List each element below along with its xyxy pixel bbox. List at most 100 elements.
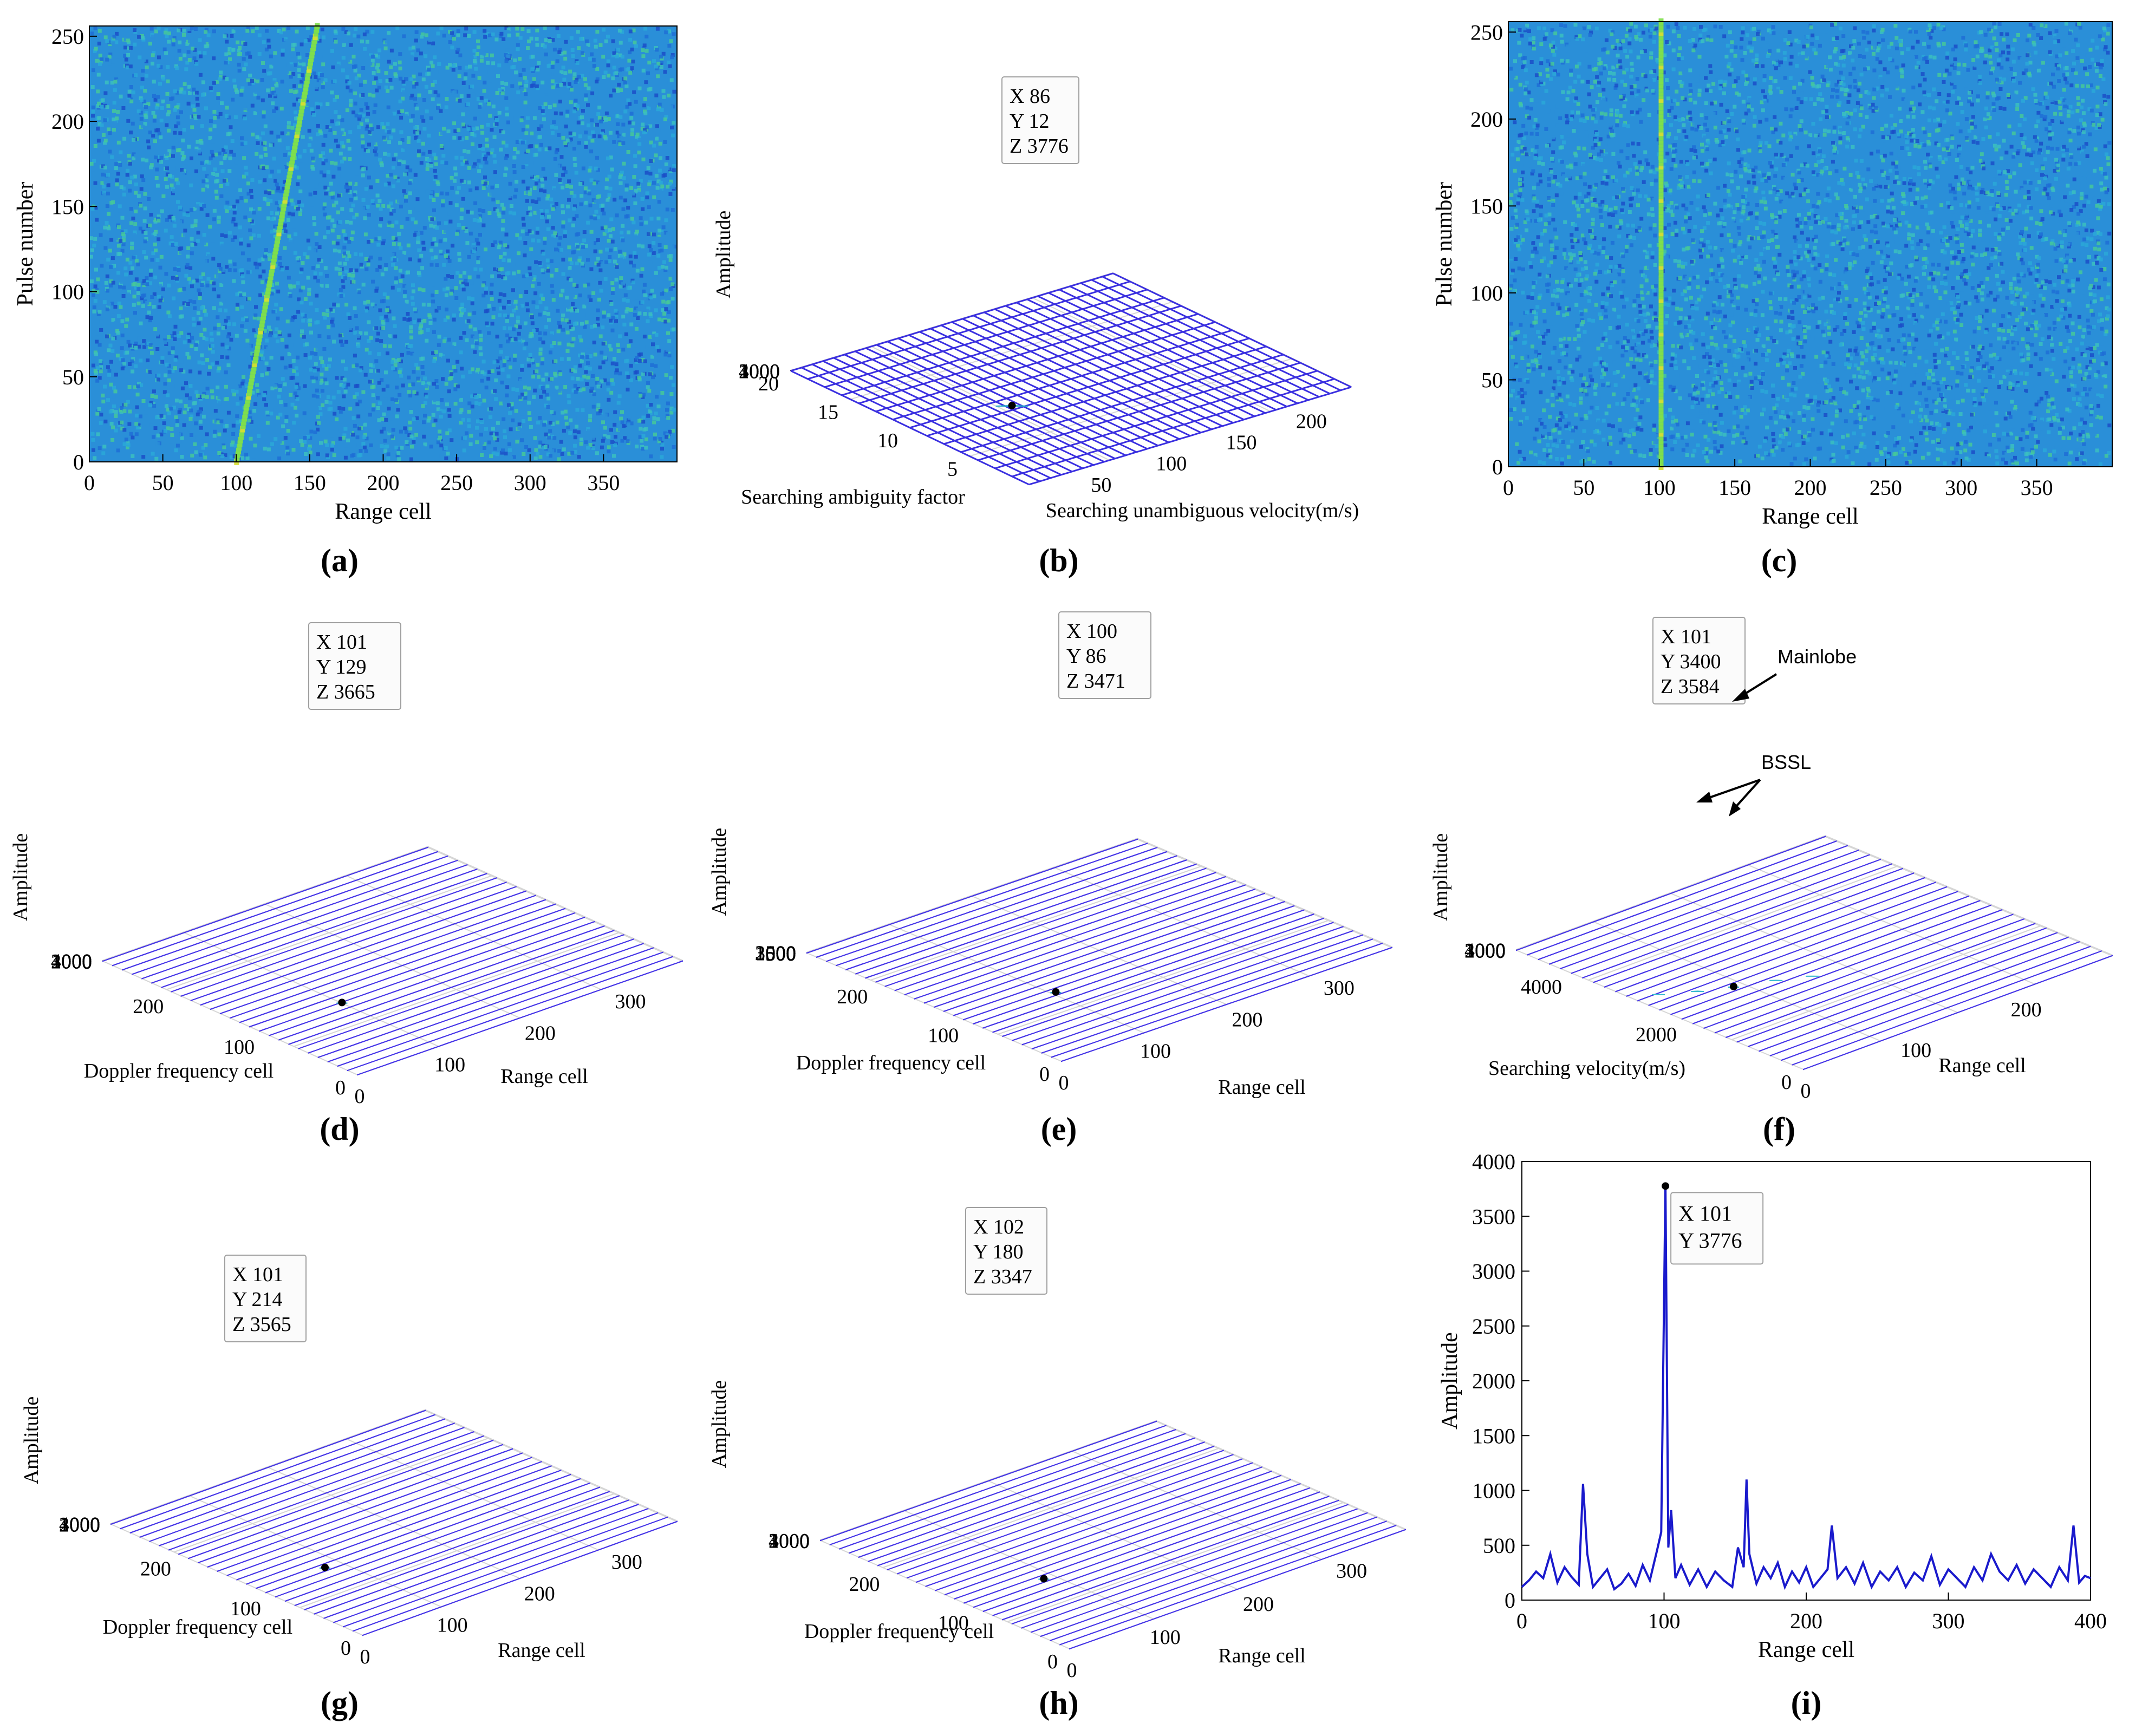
noise-cell — [481, 147, 485, 151]
noise-cell — [524, 290, 529, 294]
noise-cell — [291, 358, 296, 363]
noise-cell — [375, 338, 380, 342]
noise-cell — [342, 132, 346, 136]
noise-cell — [558, 236, 563, 240]
noise-cell — [601, 360, 606, 364]
noise-cell — [653, 432, 657, 436]
noise-cell — [467, 409, 471, 414]
noise-cell — [467, 329, 471, 334]
noise-cell — [637, 375, 641, 380]
noise-cell — [164, 51, 168, 55]
noise-cell — [528, 361, 532, 366]
noise-cell — [416, 104, 420, 108]
noise-cell — [385, 128, 389, 133]
noise-cell — [598, 366, 602, 370]
noise-cell — [433, 90, 438, 94]
noise-cell — [544, 325, 549, 329]
noise-cell — [618, 371, 622, 376]
noise-cell — [150, 394, 154, 398]
noise-cell — [474, 372, 478, 376]
noise-cell — [464, 27, 468, 31]
noise-cell — [131, 435, 135, 440]
noise-cell — [186, 101, 191, 106]
noise-cell — [657, 317, 661, 322]
noise-cell — [449, 254, 453, 258]
noise-cell — [250, 103, 255, 108]
noise-cell — [276, 186, 281, 191]
noise-cell — [559, 440, 563, 444]
noise-cell — [531, 210, 535, 214]
noise-cell — [663, 268, 668, 272]
noise-cell — [604, 111, 609, 115]
noise-cell — [94, 352, 99, 356]
noise-cell — [284, 419, 289, 423]
noise-cell — [127, 290, 131, 294]
noise-cell — [109, 360, 113, 364]
noise-cell — [166, 408, 170, 412]
noise-cell — [112, 128, 116, 132]
noise-cell — [654, 271, 658, 275]
noise-cell — [447, 259, 452, 263]
noise-cell — [242, 57, 246, 61]
noise-cell — [483, 181, 487, 186]
noise-cell — [157, 295, 161, 299]
noise-cell — [442, 263, 446, 267]
noise-cell — [190, 125, 194, 129]
noise-cell — [394, 276, 399, 280]
noise-cell — [297, 68, 301, 72]
noise-cell — [500, 203, 504, 207]
noise-cell — [112, 101, 116, 105]
noise-cell — [535, 181, 538, 186]
noise-cell — [113, 80, 118, 84]
noise-cell — [550, 331, 554, 336]
noise-cell — [354, 196, 358, 200]
noise-cell — [655, 345, 660, 349]
noise-cell — [182, 286, 186, 291]
noise-cell — [520, 363, 524, 368]
noise-cell — [115, 116, 119, 121]
noise-cell — [461, 417, 465, 422]
noise-cell — [409, 410, 413, 414]
noise-cell — [331, 174, 336, 179]
noise-cell — [449, 291, 453, 296]
noise-cell — [637, 138, 642, 142]
noise-cell — [557, 242, 562, 246]
noise-cell — [612, 88, 616, 93]
noise-cell — [264, 403, 268, 407]
noise-cell — [542, 422, 546, 427]
noise-cell — [301, 285, 305, 290]
noise-cell — [546, 227, 550, 231]
noise-cell — [283, 366, 288, 370]
noise-cell — [367, 142, 371, 147]
noise-cell — [341, 275, 345, 279]
noise-cell — [192, 300, 197, 304]
noise-cell — [136, 301, 141, 305]
noise-cell — [333, 412, 337, 416]
noise-cell — [403, 426, 407, 430]
noise-cell — [399, 279, 403, 283]
noise-cell — [335, 417, 339, 421]
noise-cell — [520, 438, 524, 442]
noise-cell — [116, 79, 121, 83]
noise-cell — [329, 181, 333, 186]
noise-cell — [609, 217, 614, 221]
noise-cell — [361, 442, 366, 446]
noise-cell — [380, 122, 385, 126]
noise-cell — [369, 363, 373, 367]
noise-cell — [465, 160, 469, 165]
noise-cell — [353, 331, 357, 335]
noise-cell — [508, 336, 512, 341]
noise-cell — [277, 206, 281, 211]
noise-cell — [374, 54, 378, 58]
noise-cell — [118, 431, 122, 435]
noise-cell — [428, 90, 432, 94]
noise-cell — [603, 426, 607, 430]
noise-cell — [472, 49, 477, 53]
noise-cell — [398, 141, 402, 145]
noise-cell — [363, 216, 367, 220]
noise-cell — [271, 378, 275, 382]
noise-cell — [255, 83, 259, 88]
noise-cell — [636, 244, 641, 247]
noise-cell — [552, 48, 557, 52]
noise-cell — [172, 273, 176, 278]
